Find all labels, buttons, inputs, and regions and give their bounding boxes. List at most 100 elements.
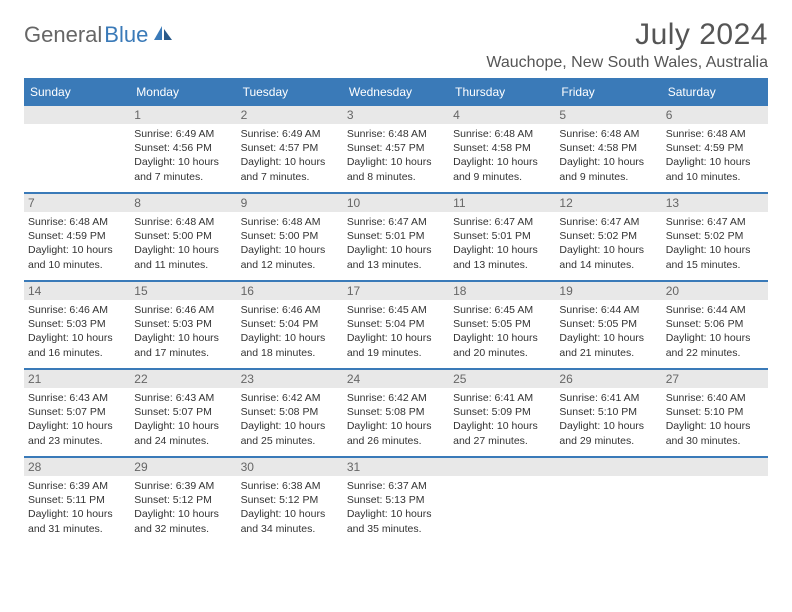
cell-line: Sunrise: 6:49 AM: [134, 127, 232, 141]
day-number: 30: [237, 458, 343, 476]
cell-line: and 31 minutes.: [28, 522, 126, 536]
calendar-cell: 28Sunrise: 6:39 AMSunset: 5:11 PMDayligh…: [24, 457, 130, 545]
calendar-cell: [555, 457, 661, 545]
calendar-cell: 21Sunrise: 6:43 AMSunset: 5:07 PMDayligh…: [24, 369, 130, 457]
calendar-cell: 19Sunrise: 6:44 AMSunset: 5:05 PMDayligh…: [555, 281, 661, 369]
cell-line: Daylight: 10 hours: [134, 507, 232, 521]
calendar-cell: [662, 457, 768, 545]
cell-line: and 9 minutes.: [453, 170, 551, 184]
cell-line: and 12 minutes.: [241, 258, 339, 272]
cell-line: Sunrise: 6:48 AM: [453, 127, 551, 141]
cell-line: Sunset: 4:59 PM: [28, 229, 126, 243]
cell-line: and 21 minutes.: [559, 346, 657, 360]
cell-line: Sunset: 5:01 PM: [347, 229, 445, 243]
cell-line: and 9 minutes.: [559, 170, 657, 184]
cell-line: Sunrise: 6:41 AM: [453, 391, 551, 405]
cell-line: Daylight: 10 hours: [241, 419, 339, 433]
cell-line: and 8 minutes.: [347, 170, 445, 184]
calendar-cell: 8Sunrise: 6:48 AMSunset: 5:00 PMDaylight…: [130, 193, 236, 281]
title-block: July 2024 Wauchope, New South Wales, Aus…: [486, 18, 768, 72]
cell-line: and 22 minutes.: [666, 346, 764, 360]
calendar-cell: 17Sunrise: 6:45 AMSunset: 5:04 PMDayligh…: [343, 281, 449, 369]
cell-line: Sunset: 5:08 PM: [347, 405, 445, 419]
header: GeneralBlue July 2024 Wauchope, New Sout…: [24, 18, 768, 72]
cell-line: Daylight: 10 hours: [347, 331, 445, 345]
calendar-cell: 25Sunrise: 6:41 AMSunset: 5:09 PMDayligh…: [449, 369, 555, 457]
cell-line: Sunset: 5:09 PM: [453, 405, 551, 419]
calendar-cell: 23 Sunrise: 6:42 AMSunset: 5:08 PMDayligh…: [237, 369, 343, 457]
day-number: 8: [130, 194, 236, 212]
cell-line: Sunset: 5:05 PM: [559, 317, 657, 331]
day-number: 23: [237, 370, 343, 388]
calendar-cell: 31Sunrise: 6:37 AMSunset: 5:13 PMDayligh…: [343, 457, 449, 545]
cell-line: Sunset: 5:08 PM: [241, 405, 339, 419]
cell-line: and 16 minutes.: [28, 346, 126, 360]
cell-line: Sunrise: 6:46 AM: [241, 303, 339, 317]
cell-line: Sunrise: 6:38 AM: [241, 479, 339, 493]
calendar-cell: [24, 105, 130, 193]
cell-line: Sunrise: 6:43 AM: [134, 391, 232, 405]
calendar-cell: 10Sunrise: 6:47 AMSunset: 5:01 PMDayligh…: [343, 193, 449, 281]
day-number: 20: [662, 282, 768, 300]
day-number: 14: [24, 282, 130, 300]
cell-line: Sunset: 4:57 PM: [241, 141, 339, 155]
cell-line: Daylight: 10 hours: [453, 243, 551, 257]
day-number: 26: [555, 370, 661, 388]
weekday-header: Friday: [555, 79, 661, 105]
cell-line: Sunset: 4:58 PM: [559, 141, 657, 155]
cell-line: Sunrise: 6:48 AM: [241, 215, 339, 229]
calendar-row: 14Sunrise: 6:46 AMSunset: 5:03 PMDayligh…: [24, 281, 768, 369]
empty-day: [555, 458, 661, 476]
day-number: 12: [555, 194, 661, 212]
cell-line: Sunrise: 6:37 AM: [347, 479, 445, 493]
cell-line: and 10 minutes.: [28, 258, 126, 272]
cell-line: Daylight: 10 hours: [347, 507, 445, 521]
cell-line: Daylight: 10 hours: [559, 243, 657, 257]
cell-line: Sunrise: 6:48 AM: [28, 215, 126, 229]
cell-line: and 27 minutes.: [453, 434, 551, 448]
cell-line: and 11 minutes.: [134, 258, 232, 272]
cell-line: Sunset: 4:59 PM: [666, 141, 764, 155]
calendar-cell: 4Sunrise: 6:48 AMSunset: 4:58 PMDaylight…: [449, 105, 555, 193]
calendar-cell: 13Sunrise: 6:47 AMSunset: 5:02 PMDayligh…: [662, 193, 768, 281]
cell-line: Sunset: 5:02 PM: [559, 229, 657, 243]
cell-line: Daylight: 10 hours: [28, 331, 126, 345]
weekday-header: Saturday: [662, 79, 768, 105]
cell-line: and 13 minutes.: [453, 258, 551, 272]
cell-line: Sunrise: 6:46 AM: [134, 303, 232, 317]
cell-line: Daylight: 10 hours: [453, 331, 551, 345]
calendar-cell: 22Sunrise: 6:43 AMSunset: 5:07 PMDayligh…: [130, 369, 236, 457]
cell-line: and 29 minutes.: [559, 434, 657, 448]
sail-icon: [152, 22, 174, 48]
cell-line: Sunrise: 6:44 AM: [559, 303, 657, 317]
cell-line: Sunrise: 6:42 AM: [241, 391, 339, 405]
cell-line: and 10 minutes.: [666, 170, 764, 184]
cell-line: Daylight: 10 hours: [241, 507, 339, 521]
cell-line: Sunset: 5:07 PM: [28, 405, 126, 419]
cell-line: Sunrise: 6:48 AM: [666, 127, 764, 141]
cell-line: Sunset: 5:04 PM: [347, 317, 445, 331]
cell-line: Daylight: 10 hours: [559, 331, 657, 345]
cell-line: Sunset: 5:12 PM: [241, 493, 339, 507]
weekday-header: Thursday: [449, 79, 555, 105]
cell-line: Sunrise: 6:39 AM: [134, 479, 232, 493]
cell-line: Sunset: 5:00 PM: [241, 229, 339, 243]
cell-line: and 19 minutes.: [347, 346, 445, 360]
cell-line: Daylight: 10 hours: [28, 243, 126, 257]
cell-line: Sunrise: 6:39 AM: [28, 479, 126, 493]
day-number: 4: [449, 106, 555, 124]
cell-line: Sunset: 5:02 PM: [666, 229, 764, 243]
cell-line: Daylight: 10 hours: [347, 419, 445, 433]
cell-line: Daylight: 10 hours: [241, 243, 339, 257]
day-number: 17: [343, 282, 449, 300]
calendar-cell: 30 Sunrise: 6:38 AMSunset: 5:12 PMDayligh…: [237, 457, 343, 545]
month-title: July 2024: [486, 18, 768, 52]
cell-line: Daylight: 10 hours: [453, 419, 551, 433]
day-number: 16: [237, 282, 343, 300]
calendar-cell: [449, 457, 555, 545]
cell-line: Sunset: 5:10 PM: [559, 405, 657, 419]
calendar-cell: 11Sunrise: 6:47 AMSunset: 5:01 PMDayligh…: [449, 193, 555, 281]
cell-line: Sunrise: 6:47 AM: [666, 215, 764, 229]
day-number: 18: [449, 282, 555, 300]
calendar-cell: 18Sunrise: 6:45 AMSunset: 5:05 PMDayligh…: [449, 281, 555, 369]
